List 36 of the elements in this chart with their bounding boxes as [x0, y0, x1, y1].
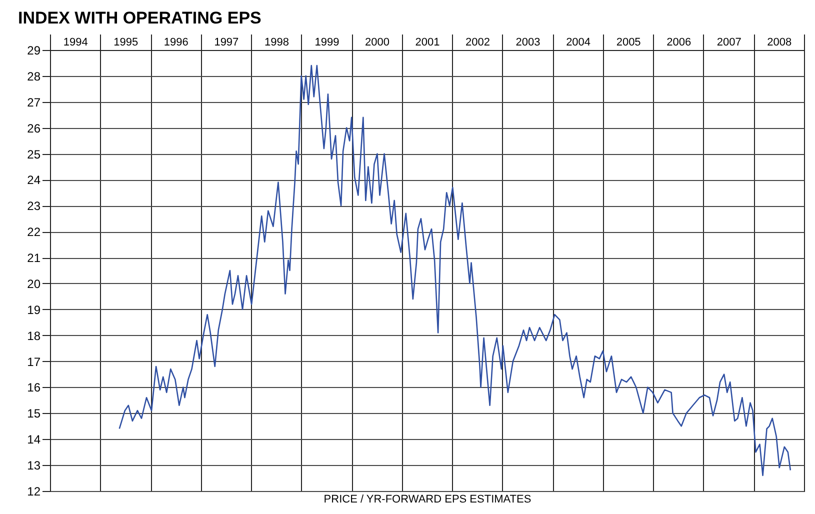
x-tick-label: 2001	[415, 36, 440, 48]
y-tick-label: 15	[27, 406, 41, 421]
line-series	[118, 64, 792, 476]
y-tick-label: 17	[27, 354, 41, 369]
chart-title: INDEX WITH OPERATING EPS	[18, 8, 262, 28]
x-tick-label: 1997	[214, 36, 239, 48]
x-tick-label: 2000	[364, 36, 390, 48]
x-tick-label: 2006	[666, 36, 692, 48]
y-tick-label: 27	[27, 95, 41, 110]
y-tick-label: 18	[27, 328, 41, 343]
y-tick-label: 22	[27, 225, 41, 240]
x-tick-label: 2004	[566, 36, 591, 48]
y-tick-label: 12	[27, 484, 41, 498]
x-tick-label: 1994	[63, 36, 88, 48]
x-tick-label: 2005	[616, 36, 641, 48]
y-tick-label: 21	[27, 251, 41, 266]
y-tick-label: 14	[27, 432, 41, 447]
x-axis-title: PRICE / YR-FORWARD EPS ESTIMATES	[324, 494, 532, 506]
y-tick-label: 26	[27, 121, 41, 136]
x-tick-label: 2002	[466, 36, 490, 48]
x-tick-label: 2008	[767, 36, 792, 48]
x-tick-label: 1999	[314, 36, 340, 48]
y-tick-label: 19	[27, 302, 41, 317]
y-tick-label: 13	[27, 458, 41, 473]
x-tick-label: 2007	[716, 36, 742, 48]
y-tick-label: 28	[27, 69, 41, 84]
y-tick-label: 16	[27, 380, 41, 395]
y-tick-label: 20	[27, 276, 41, 291]
y-tick-label: 23	[27, 199, 41, 214]
x-tick-label: 1998	[264, 36, 289, 48]
x-tick-label: 2003	[516, 36, 540, 48]
y-tick-label: 29	[27, 44, 41, 58]
x-tick-label: 1995	[114, 36, 138, 48]
x-tick-label: 1996	[164, 36, 188, 48]
y-tick-label: 24	[27, 173, 41, 188]
y-tick-label: 25	[27, 147, 41, 162]
